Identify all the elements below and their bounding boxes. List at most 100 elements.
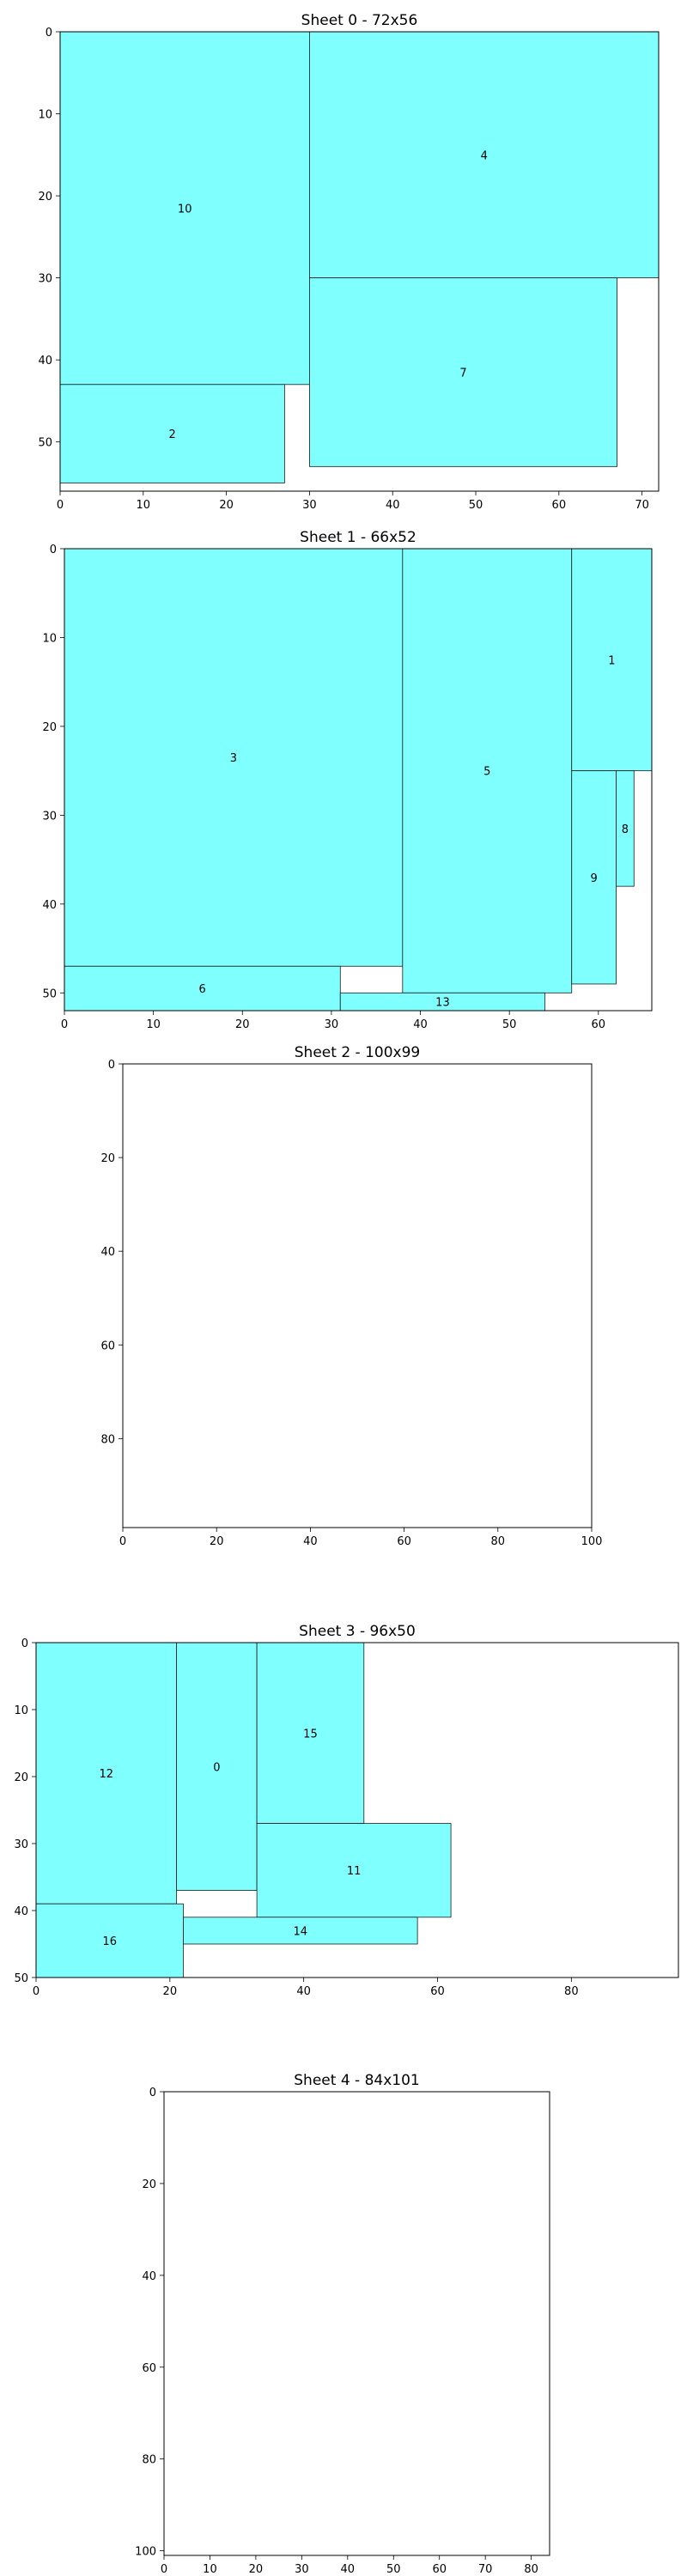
- x-tick-label: 80: [491, 1535, 506, 1548]
- y-tick: 40: [14, 1905, 36, 1918]
- y-tick: 30: [38, 273, 60, 286]
- x-tick-label: 40: [303, 1535, 318, 1548]
- sheet-frame: [122, 1063, 593, 1528]
- x-tick: 30: [295, 2555, 309, 2576]
- piece-3: [64, 548, 404, 967]
- sheet-title: Sheet 3 - 96x50: [299, 1623, 416, 1640]
- x-tick-label: 30: [325, 1018, 339, 1031]
- y-tick-label: 30: [38, 273, 52, 286]
- piece-10: [59, 31, 310, 386]
- y-tick: 100: [135, 2546, 164, 2559]
- x-tick: 0: [33, 1978, 40, 1998]
- piece-label: 10: [178, 203, 192, 216]
- x-tick: 40: [413, 1011, 428, 1031]
- y-tick: 0: [149, 2087, 164, 2099]
- x-tick: 80: [491, 1528, 506, 1548]
- piece-label: 11: [347, 1865, 362, 1878]
- piece-label: 1: [608, 654, 615, 667]
- y-tick-label: 10: [42, 632, 57, 645]
- y-tick: 30: [14, 1838, 36, 1851]
- y-tick: 0: [21, 1637, 36, 1650]
- y-tick-label: 50: [38, 437, 52, 450]
- piece-4: [309, 31, 660, 279]
- x-tick: 40: [341, 2555, 356, 2576]
- y-tick: 10: [14, 1704, 36, 1717]
- y-tick: 20: [38, 191, 60, 204]
- sheet-4: Sheet 4 - 84x101 0 10 20 30 40 50 60 70 80 0 20 40 60…: [135, 2072, 550, 2576]
- sheet-frame: [35, 1642, 679, 1978]
- y-tick: 20: [14, 1771, 36, 1784]
- y-tick-label: 10: [14, 1704, 28, 1717]
- sheet-title: Sheet 2 - 100x99: [295, 1044, 420, 1061]
- y-tick: 20: [142, 2178, 164, 2191]
- x-tick-label: 40: [386, 499, 400, 512]
- x-tick: 10: [137, 491, 151, 512]
- x-tick: 60: [552, 491, 566, 512]
- piece-label: 3: [230, 752, 237, 765]
- piece-label: 8: [622, 823, 629, 836]
- y-tick: 50: [38, 437, 60, 450]
- x-tick: 60: [430, 1978, 445, 1998]
- x-tick-label: 10: [137, 499, 151, 512]
- y-tick: 0: [108, 1059, 123, 1072]
- y-tick-label: 40: [100, 1246, 115, 1259]
- x-tick-label: 30: [295, 2563, 309, 2576]
- y-tick: 20: [100, 1152, 123, 1165]
- piece-0: [176, 1642, 258, 1892]
- y-tick-label: 30: [14, 1838, 28, 1851]
- x-tick: 30: [325, 1011, 339, 1031]
- piece-12: [35, 1642, 178, 1905]
- y-tick-label: 40: [42, 899, 57, 912]
- y-tick: 10: [42, 632, 64, 645]
- x-tick: 10: [203, 2555, 217, 2576]
- y-tick: 80: [142, 2454, 164, 2467]
- x-tick-label: 20: [219, 499, 234, 512]
- y-tick: 40: [42, 899, 64, 912]
- sheet-title: Sheet 4 - 84x101: [294, 2072, 419, 2089]
- x-tick-label: 10: [203, 2563, 217, 2576]
- x-tick-label: 60: [432, 2563, 447, 2576]
- x-tick-label: 60: [430, 1985, 445, 1998]
- x-tick: 20: [249, 2555, 264, 2576]
- x-tick-label: 0: [161, 2563, 167, 2576]
- y-tick-label: 0: [50, 544, 57, 556]
- piece-label: 2: [169, 428, 176, 441]
- x-tick-label: 20: [163, 1985, 178, 1998]
- x-tick: 10: [146, 1011, 161, 1031]
- sheet-frame: [59, 31, 660, 492]
- x-tick: 60: [432, 2555, 447, 2576]
- y-tick-label: 10: [38, 109, 52, 122]
- y-tick-label: 20: [14, 1771, 28, 1784]
- y-tick: 40: [142, 2270, 164, 2283]
- y-tick: 50: [42, 987, 64, 1000]
- x-tick: 80: [524, 2555, 538, 2576]
- piece-label: 4: [481, 149, 488, 162]
- x-tick-label: 80: [564, 1985, 579, 1998]
- x-tick: 20: [210, 1528, 223, 1548]
- piece-9: [571, 770, 617, 985]
- piece-label: 16: [102, 1935, 117, 1948]
- x-tick: 70: [478, 2555, 492, 2576]
- x-tick: 60: [397, 1528, 411, 1548]
- x-tick: 100: [581, 1528, 603, 1548]
- piece-7: [309, 277, 617, 467]
- piece-2: [59, 384, 285, 483]
- y-tick-label: 80: [142, 2454, 156, 2467]
- x-tick-label: 0: [61, 1018, 68, 1031]
- x-tick-label: 80: [524, 2563, 538, 2576]
- x-tick-label: 20: [249, 2563, 264, 2576]
- y-tick-label: 0: [46, 27, 52, 39]
- x-tick-label: 30: [302, 499, 317, 512]
- y-tick-label: 0: [149, 2087, 156, 2099]
- y-tick-label: 80: [100, 1433, 115, 1446]
- x-tick-label: 40: [341, 2563, 356, 2576]
- sheet-2: Sheet 2 - 100x99 0 20 40 60 80 100 0 20 40 60 80: [100, 1044, 602, 1548]
- x-tick: 40: [386, 491, 400, 512]
- piece-5: [402, 548, 573, 993]
- piece-16: [35, 1903, 184, 1978]
- x-tick: 0: [119, 1528, 126, 1548]
- x-tick-label: 100: [581, 1535, 603, 1548]
- x-tick: 0: [57, 491, 64, 512]
- piece-8: [616, 770, 635, 887]
